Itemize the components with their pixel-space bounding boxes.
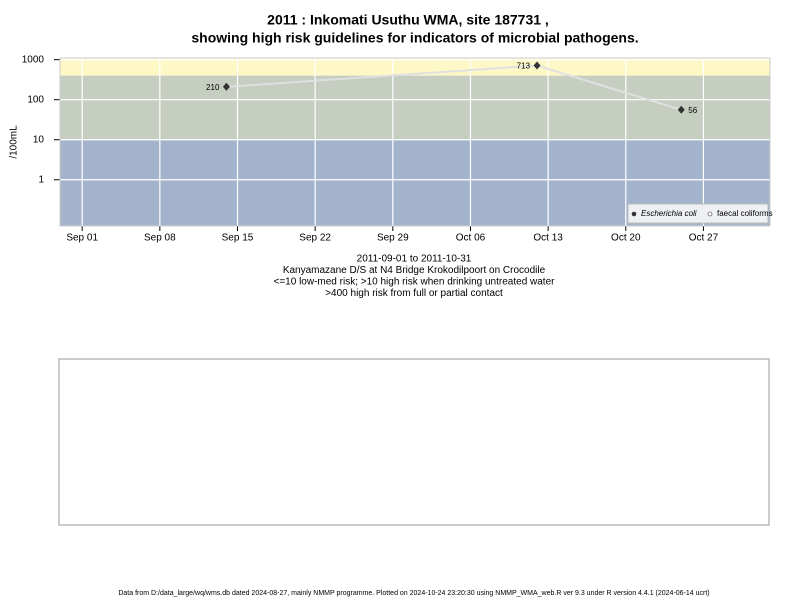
x-tick-label: Sep 15 xyxy=(222,233,254,244)
note: >400 high risk from full or partial cont… xyxy=(325,288,503,299)
x-tick-label: Oct 20 xyxy=(611,233,641,244)
risk-band xyxy=(60,75,770,140)
data-point xyxy=(677,105,685,114)
legend: Escherichia coli faecal coliforms xyxy=(627,203,773,224)
x-tick-label: Sep 01 xyxy=(66,233,98,244)
empty-panel xyxy=(58,358,770,526)
y-axis-label: /100mL xyxy=(9,125,20,159)
legend-box xyxy=(627,203,769,224)
legend-label: faecal coliforms xyxy=(717,209,773,218)
x-tick-label: Oct 06 xyxy=(456,233,486,244)
x-tick-label: Sep 08 xyxy=(144,233,176,244)
x-tick-label: Sep 29 xyxy=(377,233,409,244)
chart-subtitle: showing high risk guidelines for indicat… xyxy=(191,30,638,46)
plot-border xyxy=(59,57,771,227)
y-tick-label: 1 xyxy=(38,174,44,185)
y-tick-label: 1000 xyxy=(22,54,45,65)
footer: Data from D:/data_large/wq/wms.db dated … xyxy=(118,590,709,597)
y-tick-label: 10 xyxy=(33,134,45,145)
note: <=10 low-med risk; >10 high risk when dr… xyxy=(274,277,556,288)
value-label: 210 xyxy=(206,83,220,92)
y-tick-label: 100 xyxy=(27,94,44,105)
value-label: 56 xyxy=(688,106,697,115)
chart-title: 2011 : Inkomati Usuthu WMA, site 187731 … xyxy=(267,12,549,28)
legend-symbol xyxy=(631,211,637,217)
x-tick-label: Oct 27 xyxy=(689,233,719,244)
note: 2011-09-01 to 2011-10-31 xyxy=(357,254,472,265)
note: Kanyamazane D/S at N4 Bridge Krokodilpoo… xyxy=(283,265,546,276)
x-tick-label: Sep 22 xyxy=(299,233,331,244)
value-label: 713 xyxy=(517,62,531,71)
x-tick-label: Oct 13 xyxy=(533,233,563,244)
legend-symbol xyxy=(707,211,713,217)
legend-label: Escherichia coli xyxy=(641,209,697,218)
data-point xyxy=(533,61,541,70)
data-point xyxy=(222,82,230,91)
